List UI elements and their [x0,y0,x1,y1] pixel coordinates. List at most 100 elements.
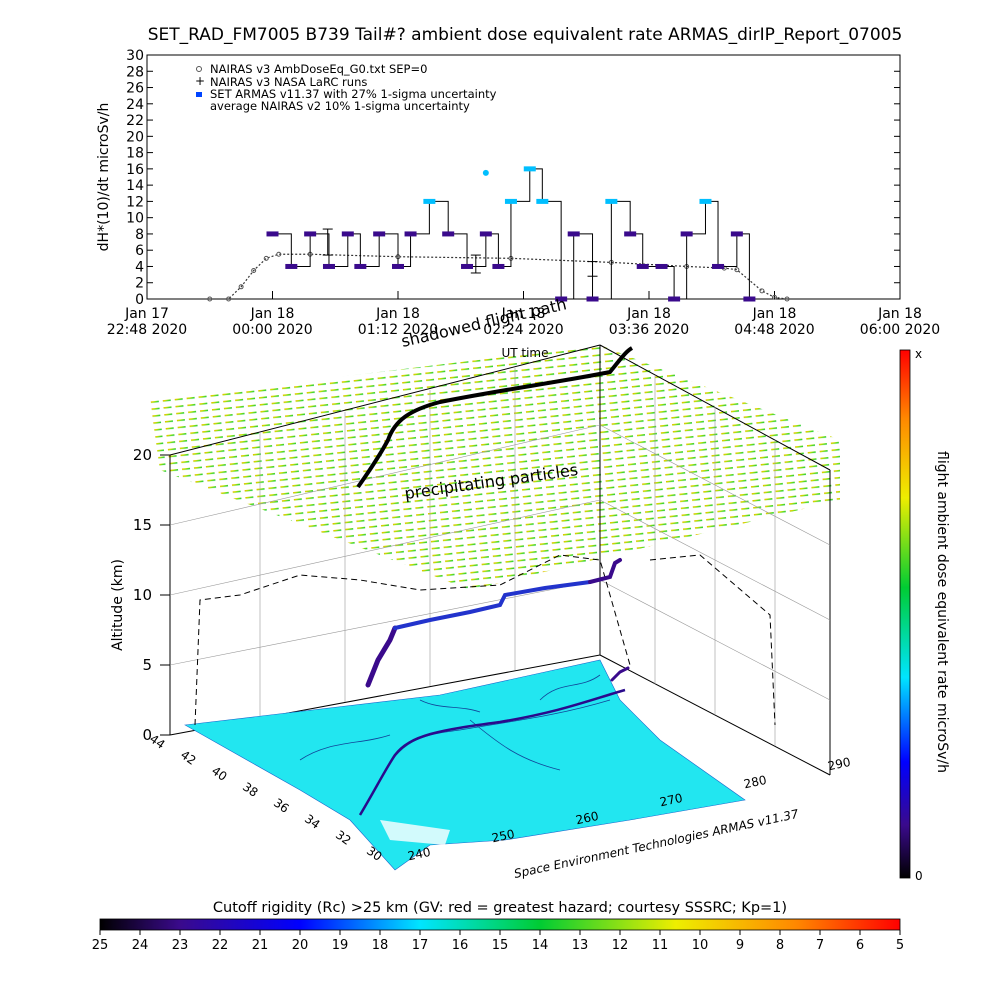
series-armas-point [555,296,568,302]
legend-label-nairas-v3: NAIRAS v3 AmbDoseEq_G0.txt SEP=0 [210,62,427,76]
rigidity-tick-label: 21 [252,938,269,953]
series-nairas-v3-point [263,255,269,261]
series-armas-point [492,263,505,269]
series-armas-point [605,198,618,204]
series-armas-line [272,168,750,300]
rigidity-ticks: 25 24 23 22 21 20 19 18 17 16 15 14 13 12 11 10 9 8 7 6 5 [92,930,904,953]
series-armas-point [322,263,335,269]
rigidity-tick-label: 17 [412,938,429,953]
series-armas-point [404,231,417,237]
y-tick-label: 12 [126,194,144,210]
rigidity-tick-label: 15 [492,938,509,953]
altitude-ticks: 0 5 10 15 20 [133,446,170,744]
legend-label-nairas-v2: average NAIRAS v2 10% 1-sigma uncertaint… [210,99,470,113]
dose-color-bar [899,349,911,879]
legend-label-armas: SET ARMAS v11.37 with 27% 1-sigma uncert… [210,87,497,101]
series-armas-point [567,231,580,237]
legend-marker-armas [196,92,202,97]
rigidity-tick-label: 16 [452,938,469,953]
rigidity-tick-label: 5 [896,938,904,953]
series-nairas-v3-point [759,288,765,294]
rigidity-tick-label: 23 [172,938,189,953]
y-axis-label: dH*(10)/dt microSv/h [96,103,112,252]
rigidity-tick-label: 10 [692,938,709,953]
latitude-tick-label: 32 [333,828,354,848]
altitude-tick-label: 20 [133,446,152,464]
series-armas-point [655,263,668,269]
series-armas-point [341,231,354,237]
series-armas-point [523,166,536,172]
rigidity-tick-label: 8 [776,938,784,953]
series-group [207,166,790,302]
y-tick-label: 6 [135,243,144,259]
series-nairas-v3-point [734,267,740,273]
x-tick-label-time: 01:12 2020 [358,322,438,338]
series-armas-point [536,198,549,204]
y-tick-label: 26 [126,81,144,97]
series-armas-peak [482,169,489,176]
legend: NAIRAS v3 AmbDoseEq_G0.txt SEP=0 + NAIRA… [195,62,497,113]
x-tick-label-time: 03:36 2020 [609,322,689,338]
rigidity-tick-label: 19 [332,938,349,953]
ground-track [358,688,626,816]
y-tick-label: 4 [135,259,144,275]
y-tick-label: 18 [126,146,144,162]
x-axis-label: UT time [501,346,548,360]
y-tick-label: 30 [126,48,144,64]
longitude-tick-label: 260 [575,809,600,827]
legend-marker-larc: + [195,74,205,88]
rigidity-tick-label: 11 [652,938,669,953]
series-armas-point [304,231,317,237]
rigidity-tick-label: 6 [856,938,864,953]
series-nairas-v3-point [226,296,232,302]
ground-map [184,659,746,871]
series-nairas-v3-point [207,296,213,302]
longitude-ticks: 240 250 260 270 280 290 [407,755,852,863]
x-tick-label-date: Jan 18 [626,306,671,322]
dose-color-bar-bottom: 0 [915,869,923,883]
series-armas-point [504,198,517,204]
x-tick-label-date: Jan 18 [375,306,420,322]
series-armas-point [680,231,693,237]
latitude-tick-label: 40 [209,764,230,784]
altitude-tick-label: 10 [133,586,152,604]
x-tick-label-time: 02:24 2020 [483,322,563,338]
flight-track [365,558,630,688]
series-armas-point [743,296,756,302]
rigidity-tick-label: 13 [572,938,589,953]
series-armas-point [586,296,599,302]
series-nairas-v3-point [772,294,777,300]
series-armas-point [461,263,474,269]
series-armas-point [699,198,712,204]
series-nairas-v3-point [238,284,244,290]
series-armas-point [636,263,649,269]
series-nairas-v3-point [276,251,282,257]
rigidity-tick-label: 9 [736,938,744,953]
rigidity-tick-label: 25 [92,938,109,953]
altitude-tick-label: 5 [142,656,152,674]
x-tick-label-time: 06:00 2020 [860,322,940,338]
series-armas-point [285,263,298,269]
series-armas-point [730,231,743,237]
rigidity-color-bar [99,918,901,931]
series-armas-point [712,263,725,269]
series-armas-point [668,296,681,302]
x-tick-label-time: 00:00 2020 [232,322,312,338]
y-tick-label: 0 [135,292,144,308]
rigidity-tick-label: 20 [292,938,309,953]
x-tick-label-time: 04:48 2020 [734,322,814,338]
longitude-tick-label: 270 [659,791,684,809]
series-armas-point [354,263,367,269]
map-rivers [299,674,611,781]
series-armas-point [442,231,455,237]
series-armas-point [266,231,279,237]
x-tick-label-date: Jan 18 [752,306,797,322]
series-armas-point [624,231,637,237]
y-tick-label: 2 [135,276,144,292]
series-armas-point [373,231,386,237]
series-armas-point [479,231,492,237]
x-tick-label-date: Jan 17 [124,306,169,322]
